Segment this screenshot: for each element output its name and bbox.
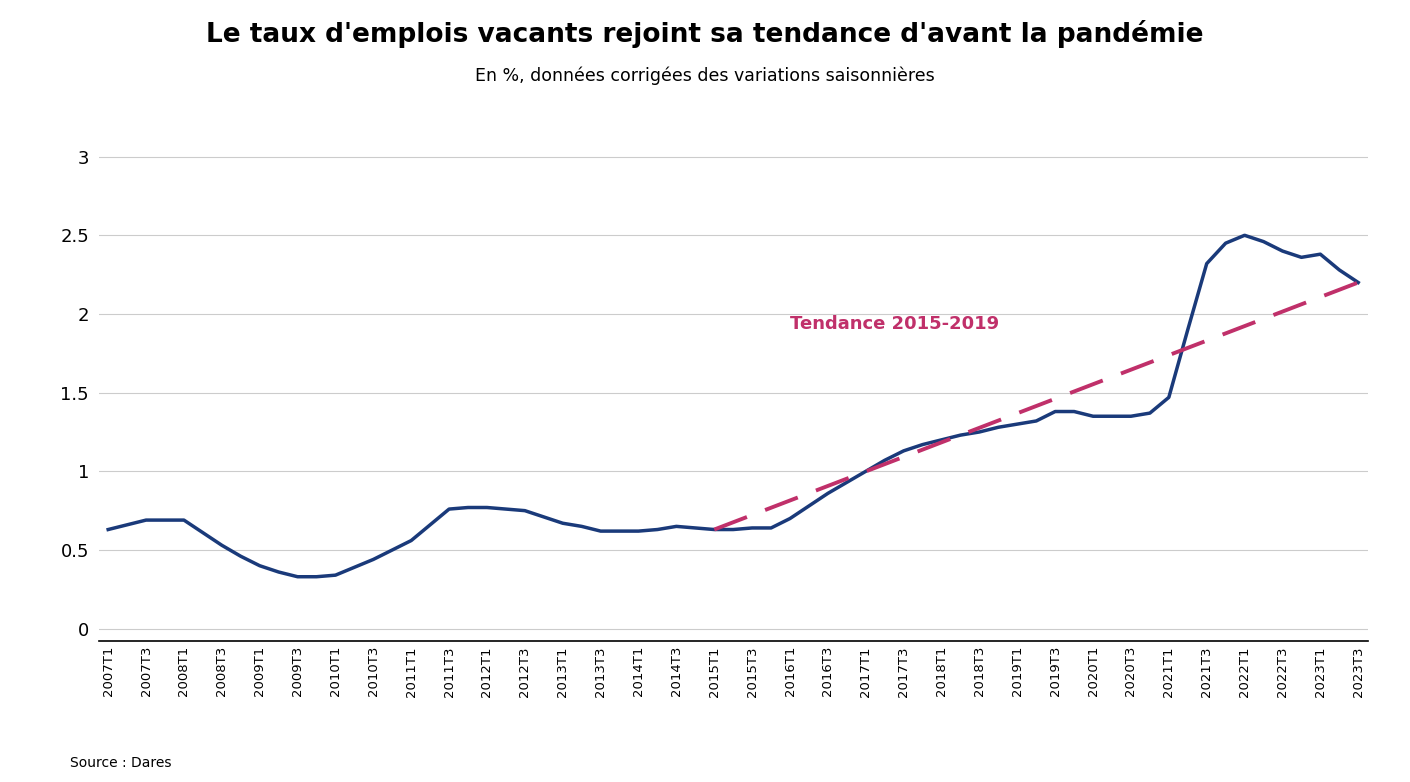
Text: Tendance 2015-2019: Tendance 2015-2019: [790, 315, 1000, 333]
Text: En %, données corrigées des variations saisonnières: En %, données corrigées des variations s…: [475, 66, 935, 85]
Text: Le taux d'emplois vacants rejoint sa tendance d'avant la pandémie: Le taux d'emplois vacants rejoint sa ten…: [206, 20, 1204, 48]
Text: Source : Dares: Source : Dares: [70, 756, 172, 770]
